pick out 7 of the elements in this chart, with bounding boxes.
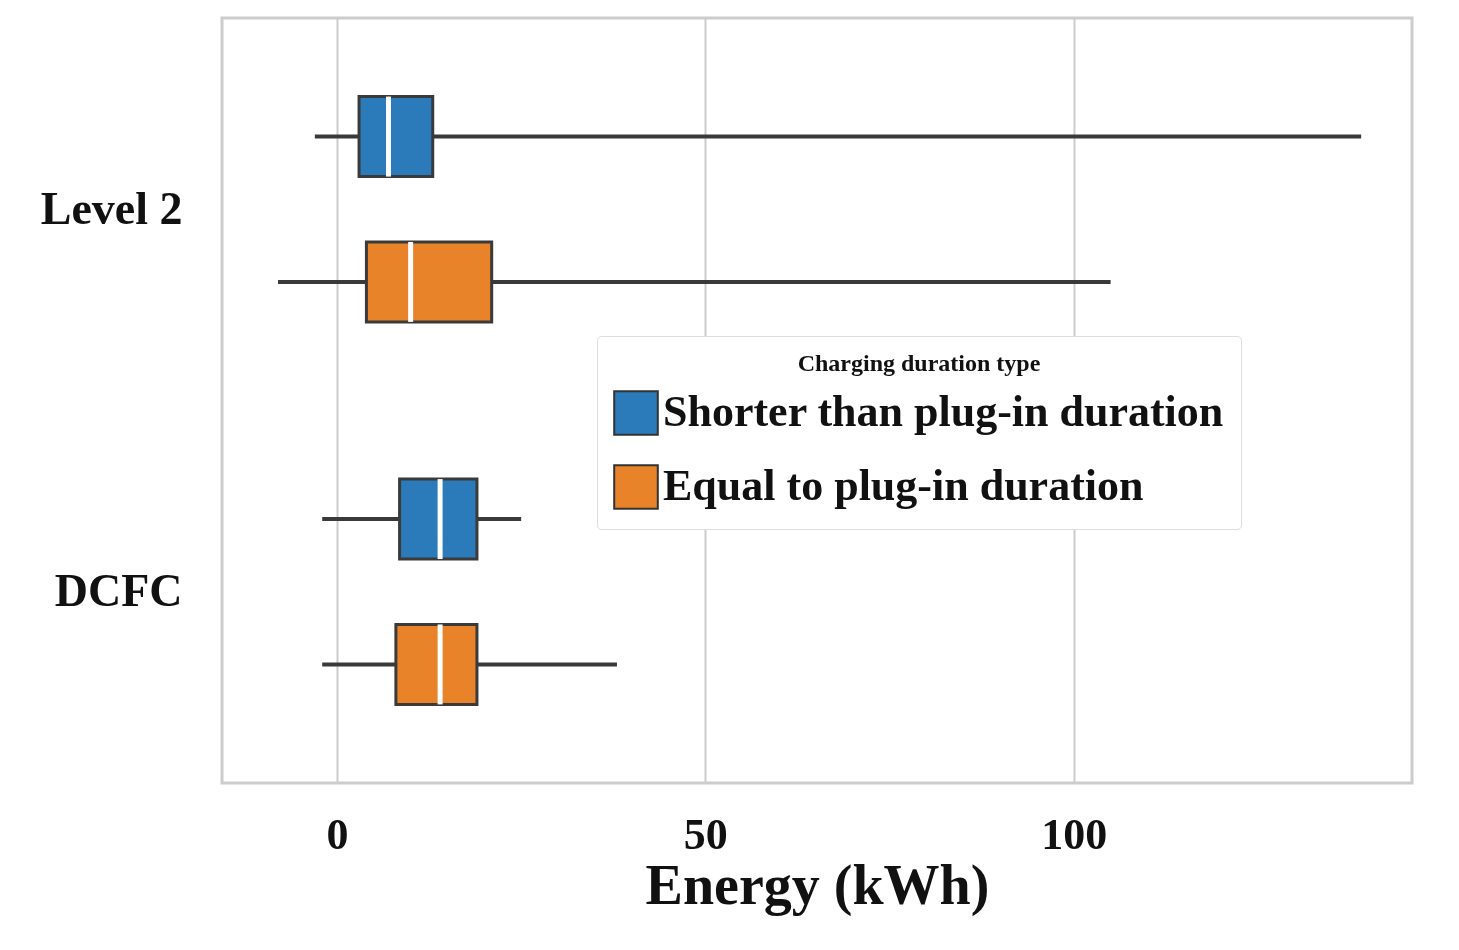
legend-title: Charging duration type	[797, 350, 1041, 376]
y-tick-label: Level 2	[40, 182, 183, 234]
x-tick-label: 100	[1041, 809, 1108, 859]
legend-label: Shorter than plug-in duration	[663, 387, 1224, 436]
y-tick-label: DCFC	[54, 565, 183, 617]
legend-label: Equal to plug-in duration	[663, 461, 1144, 510]
x-tick-label: 0	[326, 809, 349, 859]
